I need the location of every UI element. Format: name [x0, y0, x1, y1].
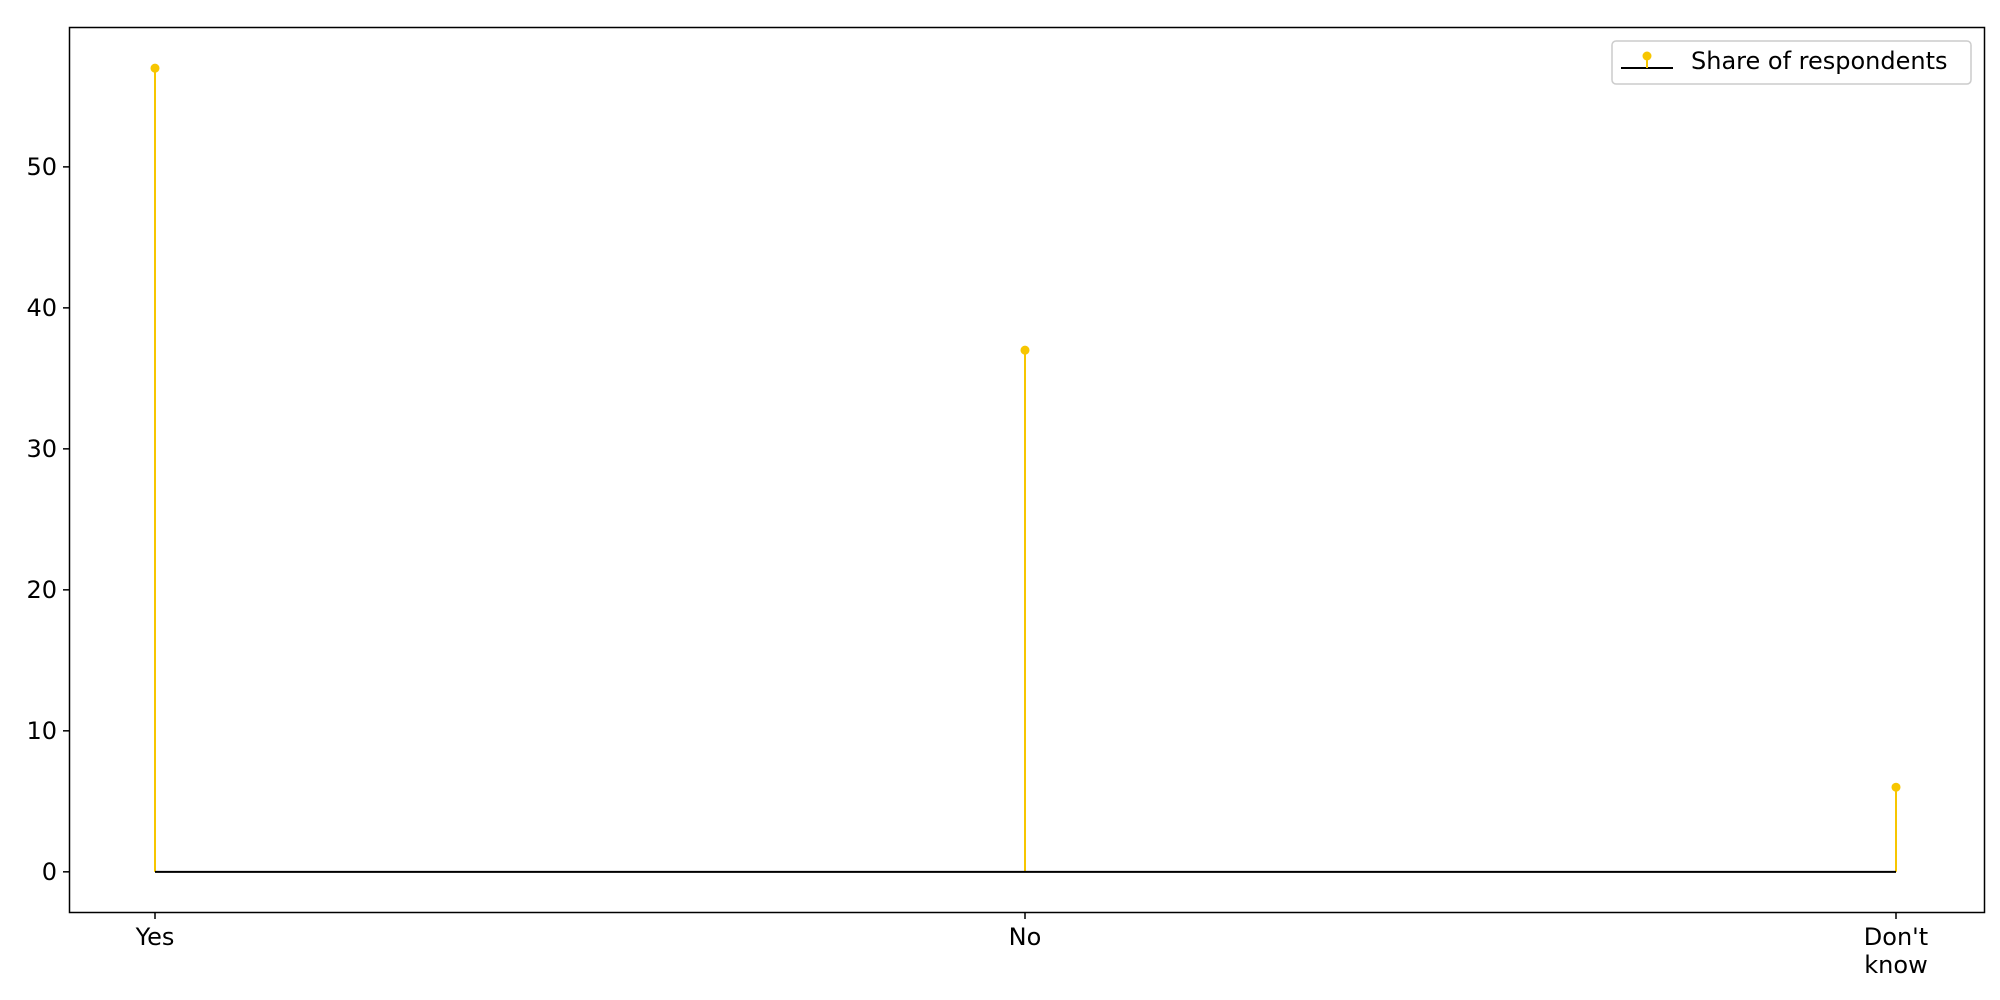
x-tick-label-line: know — [1864, 951, 1927, 979]
y-axis: 0 10 20 30 40 50 — [26, 153, 70, 886]
x-tick-label-line: Yes — [135, 923, 175, 951]
y-tick-label: 20 — [26, 576, 57, 604]
x-axis: Yes No Don't know — [135, 912, 1928, 979]
y-tick-label: 10 — [26, 717, 57, 745]
stem-marker-0 — [150, 63, 160, 73]
legend-label: Share of respondents — [1691, 47, 1948, 75]
stem-marker-1 — [1020, 345, 1030, 355]
marks-layer — [150, 63, 1901, 873]
legend-box — [1611, 40, 1972, 85]
y-tick-label: 30 — [26, 435, 57, 463]
y-tick-label: 0 — [42, 858, 57, 886]
x-tick-label: Yes — [135, 923, 175, 951]
stem-marker-2 — [1891, 782, 1901, 792]
x-tick-label: No — [1009, 923, 1042, 951]
plot-frame — [68, 26, 1986, 914]
y-tick-label: 40 — [26, 294, 57, 322]
x-tick-label-line: Don't — [1864, 923, 1928, 951]
x-tick-label: Don't know — [1864, 923, 1928, 979]
legend-marker-swatch — [1642, 51, 1652, 61]
legend: Share of respondents — [1611, 40, 1972, 85]
y-tick-label: 50 — [26, 153, 57, 181]
x-tick-label-line: No — [1009, 923, 1042, 951]
